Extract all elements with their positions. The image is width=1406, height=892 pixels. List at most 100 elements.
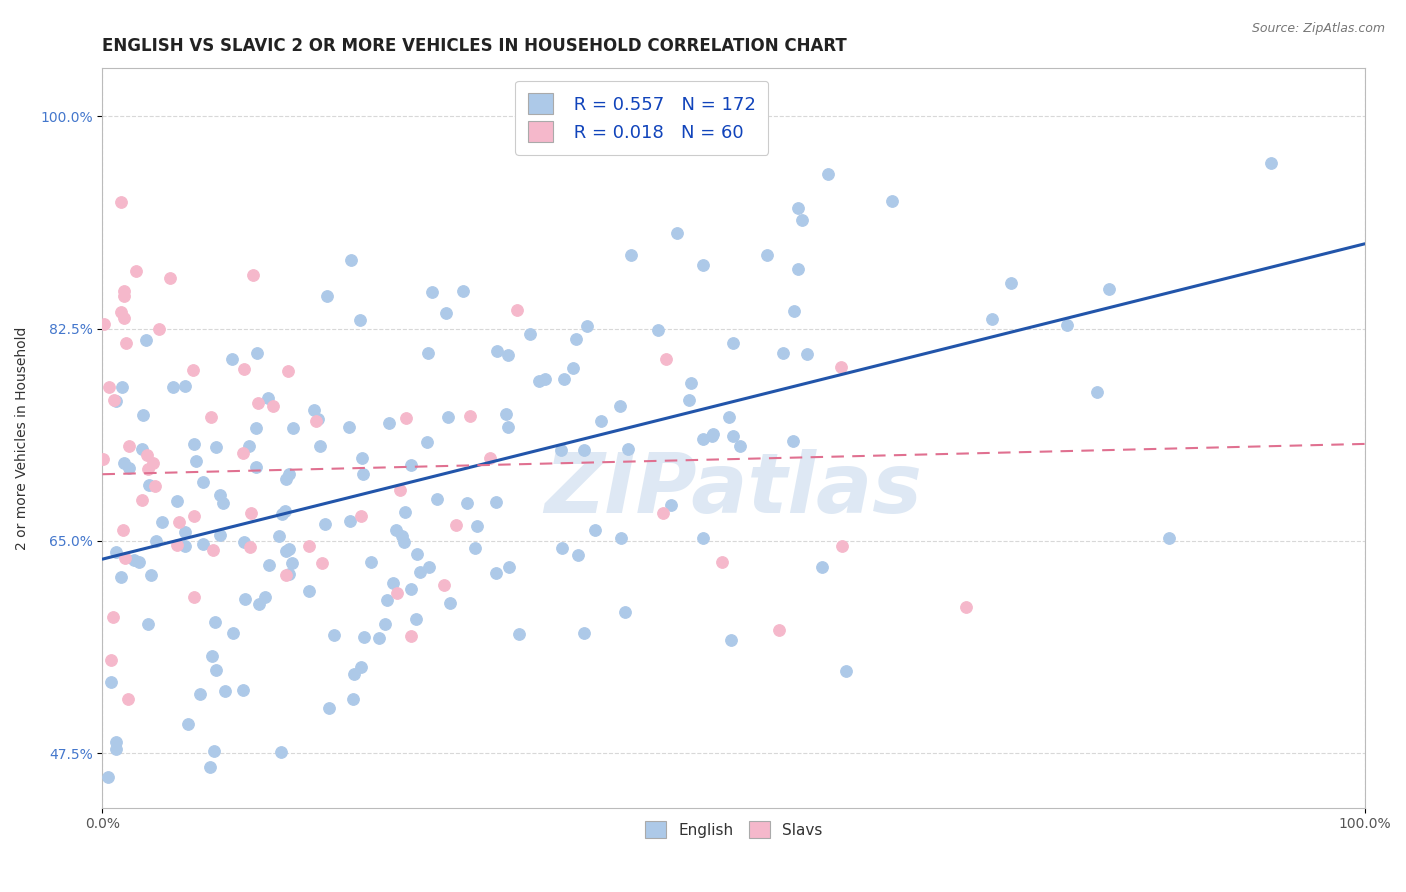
Point: [183, 590, 205, 604]
Point: [433, 578, 456, 592]
Point: [564, 332, 586, 346]
Point: [458, 409, 481, 424]
Point: [790, 213, 813, 227]
Point: [446, 518, 468, 533]
Point: [246, 396, 269, 410]
Point: [387, 586, 409, 600]
Point: [309, 439, 332, 453]
Point: [273, 504, 295, 518]
Point: [112, 284, 135, 298]
Point: [710, 555, 733, 569]
Point: [647, 323, 669, 337]
Point: [551, 541, 574, 555]
Point: [135, 448, 157, 462]
Point: [114, 550, 136, 565]
Point: [420, 285, 443, 300]
Point: [485, 495, 508, 509]
Point: [394, 505, 416, 519]
Point: [465, 519, 488, 533]
Point: [202, 744, 225, 758]
Point: [439, 596, 461, 610]
Point: [209, 488, 232, 502]
Point: [496, 348, 519, 362]
Point: [232, 446, 254, 460]
Point: [204, 615, 226, 629]
Point: [174, 539, 197, 553]
Point: [98, 380, 121, 394]
Point: [110, 305, 132, 319]
Point: [100, 653, 122, 667]
Point: [115, 335, 138, 350]
Point: [787, 262, 810, 277]
Point: [270, 745, 292, 759]
Point: [240, 507, 263, 521]
Point: [591, 414, 613, 428]
Point: [368, 632, 391, 646]
Text: ENGLISH VS SLAVIC 2 OR MORE VEHICLES IN HOUSEHOLD CORRELATION CHART: ENGLISH VS SLAVIC 2 OR MORE VEHICLES IN …: [103, 37, 848, 55]
Point: [692, 258, 714, 272]
Point: [681, 376, 703, 390]
Point: [409, 565, 432, 579]
Point: [756, 248, 779, 262]
Point: [350, 509, 373, 524]
Point: [527, 375, 550, 389]
Point: [830, 360, 852, 375]
Point: [616, 442, 638, 457]
Point: [114, 311, 136, 326]
Point: [112, 289, 135, 303]
Point: [232, 682, 254, 697]
Point: [247, 597, 270, 611]
Point: [718, 409, 741, 424]
Point: [343, 666, 366, 681]
Point: [239, 540, 262, 554]
Point: [434, 306, 457, 320]
Text: Source: ZipAtlas.com: Source: ZipAtlas.com: [1251, 22, 1385, 36]
Point: [222, 625, 245, 640]
Point: [263, 399, 285, 413]
Point: [257, 391, 280, 405]
Point: [257, 558, 280, 572]
Point: [702, 427, 724, 442]
Point: [143, 479, 166, 493]
Point: [720, 633, 742, 648]
Point: [136, 461, 159, 475]
Point: [385, 523, 408, 537]
Point: [188, 687, 211, 701]
Point: [145, 534, 167, 549]
Point: [105, 394, 128, 409]
Point: [1085, 384, 1108, 399]
Point: [214, 683, 236, 698]
Point: [305, 414, 328, 428]
Point: [650, 136, 672, 150]
Point: [131, 442, 153, 456]
Point: [270, 507, 292, 521]
Point: [100, 675, 122, 690]
Point: [135, 333, 157, 347]
Point: [202, 542, 225, 557]
Point: [418, 560, 440, 574]
Point: [661, 498, 683, 512]
Point: [93, 317, 115, 331]
Point: [186, 454, 208, 468]
Point: [576, 318, 599, 333]
Point: [318, 701, 340, 715]
Point: [166, 493, 188, 508]
Point: [150, 515, 173, 529]
Point: [138, 478, 160, 492]
Point: [955, 599, 977, 614]
Point: [1098, 283, 1121, 297]
Point: [655, 351, 678, 366]
Point: [534, 372, 557, 386]
Point: [1157, 531, 1180, 545]
Point: [125, 264, 148, 278]
Point: [700, 429, 723, 443]
Point: [142, 456, 165, 470]
Point: [426, 491, 449, 506]
Point: [782, 434, 804, 448]
Point: [391, 528, 413, 542]
Point: [136, 616, 159, 631]
Point: [209, 527, 232, 541]
Point: [105, 735, 128, 749]
Point: [374, 616, 396, 631]
Point: [506, 302, 529, 317]
